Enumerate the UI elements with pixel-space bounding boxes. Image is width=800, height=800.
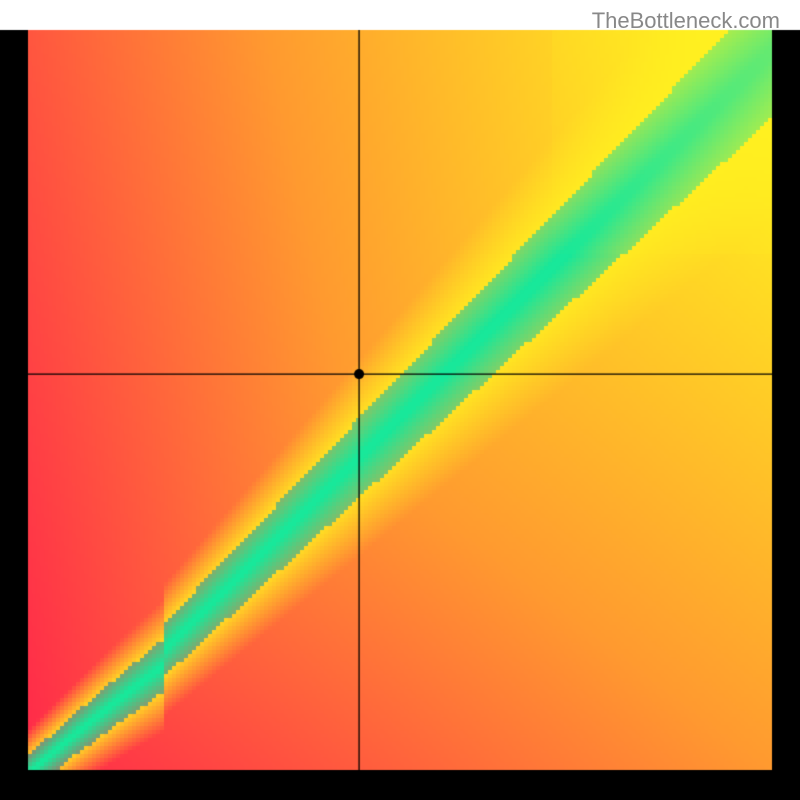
chart-container: TheBottleneck.com (0, 0, 800, 800)
heatmap-canvas (0, 0, 800, 800)
watermark-text: TheBottleneck.com (592, 8, 780, 34)
